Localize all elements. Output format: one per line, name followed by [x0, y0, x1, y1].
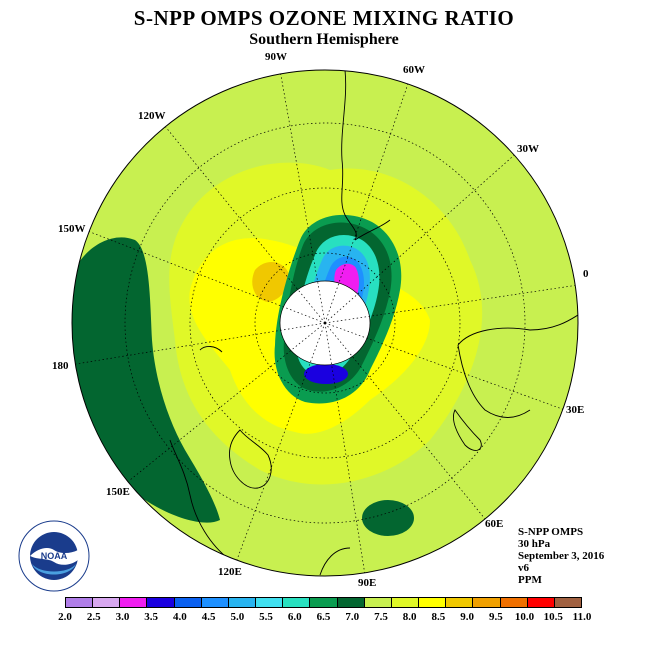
lon-label-60e: 60E: [485, 518, 504, 530]
colorbar-swatch: [228, 597, 257, 608]
ozone-contour-9-0: [252, 261, 289, 302]
info-instrument: S-NPP OMPS: [518, 526, 584, 538]
colorbar-swatch: [364, 597, 392, 608]
colorbar-tick-label: 6.5: [316, 611, 331, 623]
colorbar-swatch: [527, 597, 555, 608]
colorbar-swatch: [283, 597, 311, 608]
colorbar-tick-label: 3.0: [115, 611, 130, 623]
colorbar-tick-label: 4.0: [173, 611, 187, 623]
logo-text: NOAA: [41, 551, 68, 561]
lon-label-180: 180: [52, 360, 69, 372]
noaa-logo: NOAA: [18, 520, 90, 592]
map-boundary: [71, 69, 579, 577]
colorbar-tick-label: 4.5: [201, 611, 216, 623]
colorbar-swatch: [201, 597, 229, 608]
lon-label-90e: 90E: [358, 577, 377, 589]
colorbar-swatch: [446, 597, 474, 608]
lon-label-150e: 150E: [106, 486, 130, 498]
colorbar-swatch: [120, 597, 148, 608]
info-version: v6: [518, 562, 529, 574]
colorbar: [65, 597, 582, 608]
colorbar-swatch: [310, 597, 338, 608]
vortex-core-3-5: [304, 364, 348, 384]
colorbar-swatch: [473, 597, 501, 608]
ozone-contour-7-0-south: [362, 500, 414, 536]
lon-label-120e: 120E: [218, 566, 242, 578]
colorbar-tick-label: 2.5: [86, 611, 101, 623]
meridians: [72, 70, 578, 576]
lon-label-120w: 120W: [138, 110, 166, 122]
colorbar-swatch: [93, 597, 121, 608]
colorbar-swatch: [419, 597, 447, 608]
colorbar-swatch: [391, 597, 420, 608]
lon-label-60w: 60W: [403, 64, 425, 76]
lon-label-0: 0: [583, 268, 589, 280]
colorbar-ticks: 2.0 2.5 3.0 3.5 4.0 4.5 5.0 5.5 6.0 6.5 7.0 7.5 8.0 8…: [58, 611, 591, 625]
colorbar-tick-label: 5.5: [259, 611, 273, 623]
info-level: 30 hPa: [518, 538, 551, 550]
lon-label-150w: 150W: [58, 223, 86, 235]
colorbar-swatch: [147, 597, 175, 608]
colorbar-swatch: [500, 597, 528, 608]
colorbar-tick-label: 2.0: [58, 611, 72, 623]
lon-label-30w: 30W: [517, 143, 539, 155]
colorbar-swatch: [65, 597, 94, 608]
coastlines: [169, 70, 578, 576]
info-date: September 3, 2016: [518, 550, 605, 562]
lon-label-90w: 90W: [265, 51, 287, 63]
colorbar-swatch: [554, 597, 582, 608]
colorbar-tick-label: 11.0: [572, 611, 592, 623]
colorbar-tick-label: 10.0: [514, 611, 535, 623]
colorbar-tick-label: 7.0: [345, 611, 360, 623]
colorbar-tick-label: 8.0: [402, 611, 417, 623]
colorbar-tick-label: 5.0: [230, 611, 245, 623]
map-subtitle: Southern Hemisphere: [249, 31, 399, 48]
colorbar-tick-label: 3.5: [144, 611, 159, 623]
colorbar-tick-label: 9.5: [488, 611, 503, 623]
map-title: S-NPP OMPS OZONE MIXING RATIO: [133, 6, 515, 30]
colorbar-tick-label: 6.0: [287, 611, 302, 623]
lon-label-30e: 30E: [566, 404, 585, 416]
colorbar-tick-label: 8.5: [431, 611, 446, 623]
colorbar-swatch: [337, 597, 365, 608]
colorbar-tick-label: 9.0: [460, 611, 474, 623]
colorbar-tick-label: 10.5: [543, 611, 563, 623]
colorbar-swatch: [174, 597, 202, 608]
colorbar-tick-label: 7.5: [374, 611, 388, 623]
colorbar-swatch: [256, 597, 284, 608]
info-units: PPM: [518, 574, 542, 586]
latitude-circles: [124, 122, 526, 524]
